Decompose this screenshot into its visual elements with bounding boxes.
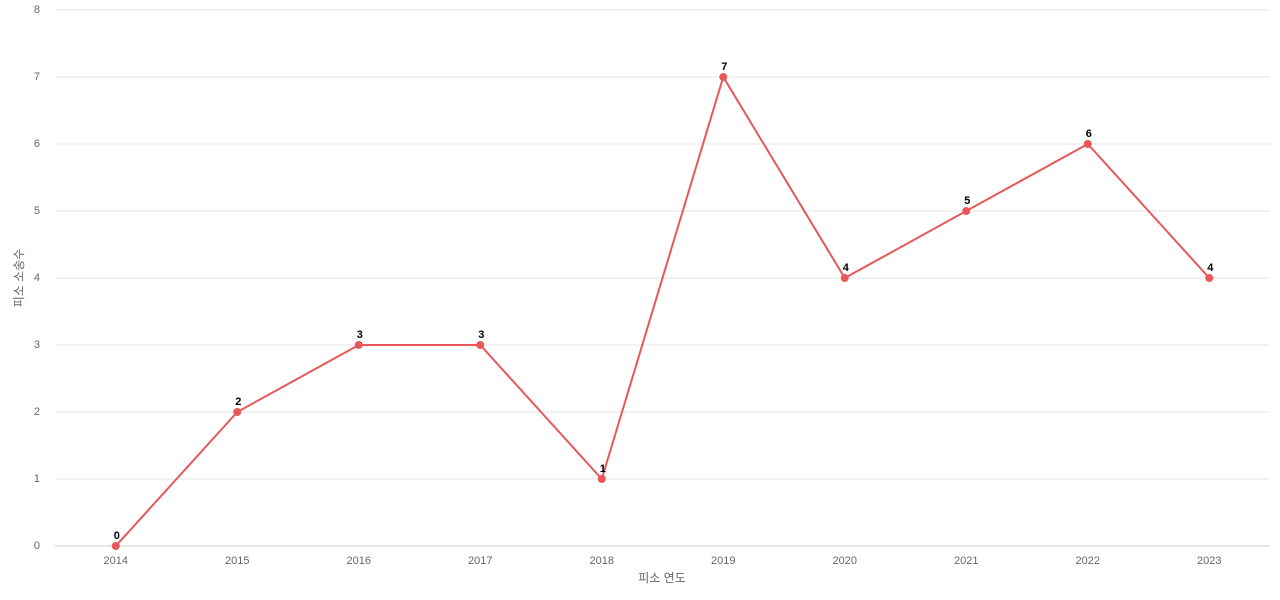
x-tick-label: 2018 — [590, 555, 614, 567]
data-label: 4 — [843, 262, 850, 274]
data-label: 1 — [600, 463, 606, 475]
point — [111, 542, 120, 550]
point — [1205, 274, 1214, 282]
x-tick-label: 2023 — [1197, 555, 1221, 567]
line — [115, 74, 1210, 547]
x-axis-title: 피소 연도 — [638, 571, 686, 585]
data-label: 7 — [721, 61, 727, 73]
data-label: 5 — [964, 195, 970, 207]
data-label: 6 — [1086, 128, 1092, 140]
y-tick-label: 6 — [34, 138, 40, 150]
x-tick-label: 2017 — [468, 555, 492, 567]
data-label: 0 — [114, 530, 120, 542]
data-label: 4 — [1207, 262, 1214, 274]
y-axis-title: 피소 소송수 — [12, 249, 26, 308]
x-tick-label: 2022 — [1076, 555, 1100, 567]
point — [597, 475, 606, 483]
point — [840, 274, 849, 282]
point — [476, 341, 485, 349]
y-tick-label: 0 — [34, 540, 40, 552]
x-tick-label: 2019 — [711, 555, 735, 567]
point — [719, 73, 728, 81]
y-tick-label: 5 — [34, 205, 40, 217]
x-tick-label: 2015 — [225, 555, 249, 567]
x-tick-label: 2014 — [104, 555, 128, 567]
x-tick-label: 2020 — [833, 555, 857, 567]
y-tick-label: 1 — [34, 473, 40, 485]
data-label: 2 — [235, 396, 241, 408]
x-tick-label: 2016 — [347, 555, 371, 567]
point — [354, 341, 363, 349]
y-tick-label: 3 — [34, 339, 40, 351]
point — [233, 408, 242, 416]
point — [1083, 140, 1092, 148]
y-tick-label: 8 — [34, 4, 40, 16]
x-tick-label: 2021 — [954, 555, 978, 567]
y-tick-label: 2 — [34, 406, 40, 418]
data-label: 3 — [478, 329, 484, 341]
point — [962, 207, 971, 215]
y-tick-label: 7 — [34, 71, 40, 83]
data-label: 3 — [357, 329, 363, 341]
y-tick-label: 4 — [34, 272, 40, 284]
